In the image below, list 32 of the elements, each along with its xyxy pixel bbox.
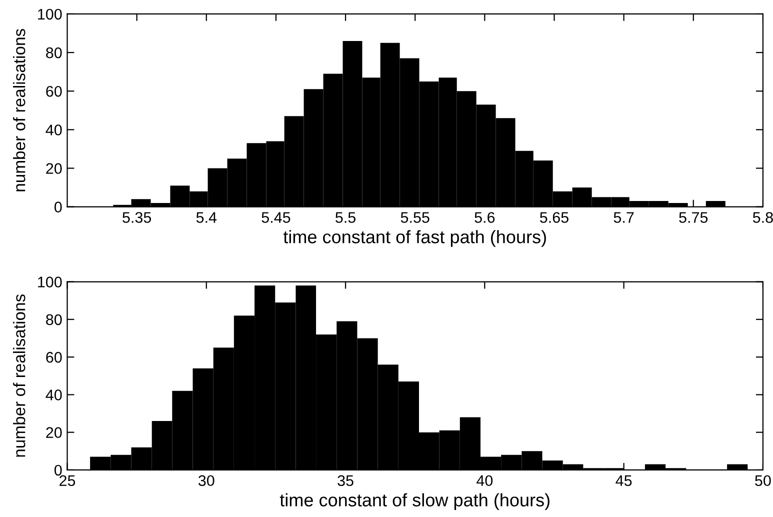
x-tick-label: 5.75 [679,212,708,223]
y-tick-label: 80 [46,47,62,58]
y-tick-label: 60 [46,352,62,363]
y-tick-label: 60 [46,86,62,97]
x-tick-label: 50 [755,475,771,486]
x-tick-label: 5.8 [752,212,773,223]
x-tick-label: 5.65 [540,212,568,223]
x-tick-label: 5.7 [614,212,634,223]
x-axis-title: time constant of fast path (hours) [283,230,546,247]
x-tick-label: 5.6 [474,212,495,223]
x-tick-label: 5.35 [122,212,152,223]
y-tick-label: 80 [46,314,62,326]
x-tick-label: 5.55 [400,212,430,223]
y-tick-label: 40 [46,124,62,136]
x-tick-label: 5.5 [336,212,356,223]
x-tick-label: 5.4 [196,212,217,223]
y-tick-label: 100 [38,276,62,288]
y-tick-label: 20 [46,163,62,174]
y-tick-label: 40 [46,390,62,400]
y-tick-label: 100 [38,8,62,20]
y-tick-label: 20 [46,427,62,438]
x-tick-label: 40 [476,475,493,486]
x-tick-label: 35 [338,475,354,486]
x-tick-label: 25 [60,475,76,486]
x-tick-label: 5.45 [262,212,290,223]
y-axis-title: number of realisations [13,294,26,457]
x-tick-label: 30 [198,475,214,486]
x-tick-label: 45 [616,475,632,486]
x-axis-title: time constant of slow path (hours) [280,493,550,510]
y-axis-title: number of realisations [13,28,26,192]
y-tick-label: 0 [54,202,62,212]
y-tick-label: 0 [54,464,62,476]
